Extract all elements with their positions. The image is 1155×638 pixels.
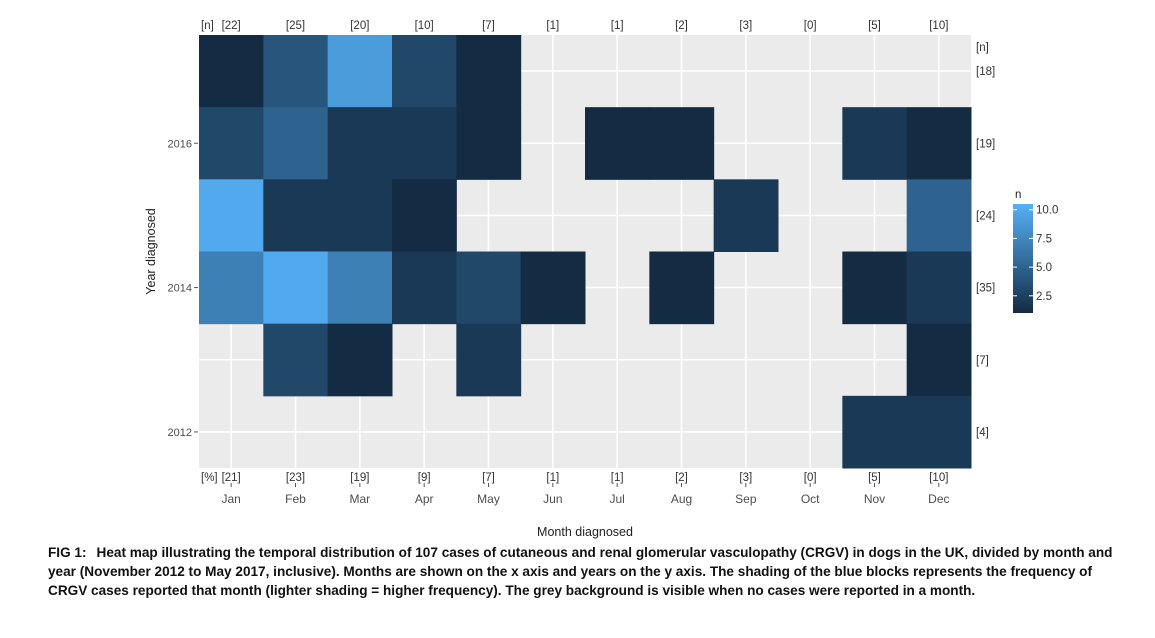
heatmap-cell-2016-jul	[585, 107, 650, 180]
legend-colorbar	[1013, 204, 1033, 313]
x-tick-label: Aug	[671, 492, 692, 506]
legend-tick-label: 5.0	[1036, 262, 1052, 274]
heatmap-cell-2016-feb	[263, 107, 329, 180]
figure-caption: FIG 1: Heat map illustrating the temporal…	[48, 543, 1123, 600]
heatmap-cell-2015-apr	[392, 179, 457, 252]
heatmap-cell-2015-dec	[906, 179, 972, 252]
heatmap-cell-2017-jan	[199, 35, 264, 108]
heatmap-cell-2014-feb	[263, 251, 329, 325]
heatmap-cell-2014-nov	[842, 251, 908, 325]
right-n-label: [4]	[976, 427, 989, 439]
top-n-label: [0]	[804, 20, 817, 32]
heatmap-cell-2016-jan	[199, 107, 264, 180]
heatmap-cell-2015-feb	[263, 179, 329, 252]
heatmap-cell-2013-dec	[906, 323, 972, 397]
right-n-label: [7]	[976, 355, 989, 367]
top-n-label: [3]	[739, 20, 752, 32]
x-tick-label: Jul	[609, 492, 624, 506]
heatmap-cell-2014-aug	[649, 251, 715, 325]
heatmap-cell-2013-feb	[263, 323, 329, 397]
top-n-label: [1]	[611, 20, 624, 32]
bottom-pct-label: [1]	[611, 472, 624, 484]
bottom-pct-header: [%]	[201, 472, 218, 484]
bottom-pct-label: [10]	[929, 472, 948, 484]
bottom-pct-label: [9]	[418, 472, 431, 484]
heatmap-cell-2016-aug	[649, 107, 715, 180]
heatmap-cell-2014-apr	[392, 251, 457, 325]
heatmap-cells	[199, 35, 972, 469]
bottom-pct-label: [2]	[675, 472, 688, 484]
bottom-pct-label: [0]	[804, 472, 817, 484]
bottom-pct-label: [5]	[868, 472, 881, 484]
heatmap-cell-2014-jan	[199, 251, 264, 325]
top-n-label: [2]	[675, 20, 688, 32]
heatmap-cell-2012-nov	[842, 395, 908, 469]
bottom-pct-label: [23]	[286, 472, 305, 484]
x-tick-label: May	[477, 492, 500, 506]
top-n-header: [n]	[201, 20, 214, 32]
y-tick-label: 2014	[168, 283, 192, 295]
top-n-label: [20]	[350, 20, 369, 32]
x-tick-label: Jun	[543, 492, 562, 506]
heatmap-cell-2014-jun	[520, 251, 586, 325]
right-n-label: [35]	[976, 283, 995, 295]
top-n-label: [10]	[415, 20, 434, 32]
x-tick-label: Jan	[221, 492, 240, 506]
heatmap-cell-2017-feb	[263, 35, 329, 108]
right-n-label: [24]	[976, 210, 995, 222]
bottom-pct-label: [1]	[546, 472, 559, 484]
heatmap-cell-2014-mar	[327, 251, 393, 325]
y-tick-label: 2012	[168, 427, 192, 439]
legend-tick-label: 7.5	[1036, 233, 1052, 245]
heatmap-cell-2016-dec	[906, 107, 972, 180]
heatmap-chart: [n] [22] [25] [20] [10] [7] [1] [1] [2] [3] [0] [5]…	[144, 20, 1058, 539]
bottom-pct-label: [7]	[482, 472, 495, 484]
y-axis-title: Year diagnosed	[144, 208, 158, 294]
legend-title: n	[1015, 189, 1021, 201]
heatmap-cell-2015-jan	[199, 179, 264, 252]
heatmap-cell-2017-apr	[392, 35, 457, 108]
annotation-labels: [n] [22] [25] [20] [10] [7] [1] [1] [2] [3] [0] [5]…	[168, 20, 996, 506]
caption-label: FIG 1:	[48, 545, 87, 560]
x-tick-label: Apr	[415, 492, 434, 506]
x-axis-title: Month diagnosed	[537, 525, 633, 539]
top-n-label: [10]	[929, 20, 948, 32]
right-n-header: [n]	[976, 42, 989, 54]
x-tick-label: Sep	[735, 492, 757, 506]
heatmap-cell-2016-may	[456, 107, 522, 180]
color-legend: n 10.0 7.5 5.0 2.5	[1013, 189, 1058, 313]
heatmap-cell-2016-nov	[842, 107, 908, 180]
caption-text: Heat map illustrating the temporal distr…	[48, 545, 1113, 598]
top-n-label: [1]	[546, 20, 559, 32]
bottom-pct-label: [21]	[222, 472, 241, 484]
top-n-label: [22]	[222, 20, 241, 32]
x-tick-label: Nov	[864, 492, 885, 506]
heatmap-cell-2016-apr	[392, 107, 457, 180]
heatmap-cell-2014-may	[456, 251, 522, 325]
top-n-label: [25]	[286, 20, 305, 32]
heatmap-cell-2015-sep	[713, 179, 779, 252]
x-tick-label: Mar	[349, 492, 370, 506]
top-n-label: [5]	[868, 20, 881, 32]
bottom-pct-label: [3]	[739, 472, 752, 484]
right-n-label: [18]	[976, 66, 995, 78]
legend-tick-label: 2.5	[1036, 291, 1052, 303]
bottom-pct-label: [19]	[350, 472, 369, 484]
legend-ticks: 10.0 7.5 5.0 2.5	[1013, 205, 1058, 303]
right-n-label: [19]	[976, 138, 995, 150]
y-tick-label: 2016	[168, 138, 192, 150]
heatmap-cell-2015-mar	[327, 179, 393, 252]
heatmap-cell-2013-mar	[327, 323, 393, 397]
heatmap-cell-2012-dec	[906, 395, 972, 469]
heatmap-cell-2017-mar	[327, 35, 393, 108]
legend-tick-label: 10.0	[1036, 205, 1058, 217]
heatmap-cell-2017-may	[456, 35, 522, 108]
x-tick-label: Feb	[285, 492, 306, 506]
heatmap-cell-2014-dec	[906, 251, 972, 325]
heatmap-cell-2016-mar	[327, 107, 393, 180]
x-tick-label: Oct	[801, 492, 820, 506]
top-n-label: [7]	[482, 20, 495, 32]
x-tick-label: Dec	[928, 492, 949, 506]
heatmap-cell-2013-may	[456, 323, 522, 397]
